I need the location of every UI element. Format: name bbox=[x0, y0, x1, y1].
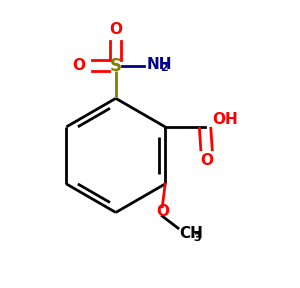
Text: O: O bbox=[72, 58, 85, 73]
Text: O: O bbox=[109, 22, 122, 37]
Text: 3: 3 bbox=[193, 233, 201, 243]
Text: OH: OH bbox=[212, 112, 238, 127]
Text: NH: NH bbox=[147, 57, 172, 72]
Text: CH: CH bbox=[179, 226, 203, 241]
Text: O: O bbox=[156, 204, 169, 219]
Text: O: O bbox=[200, 153, 213, 168]
Text: 2: 2 bbox=[160, 63, 168, 73]
Text: S: S bbox=[110, 56, 122, 75]
